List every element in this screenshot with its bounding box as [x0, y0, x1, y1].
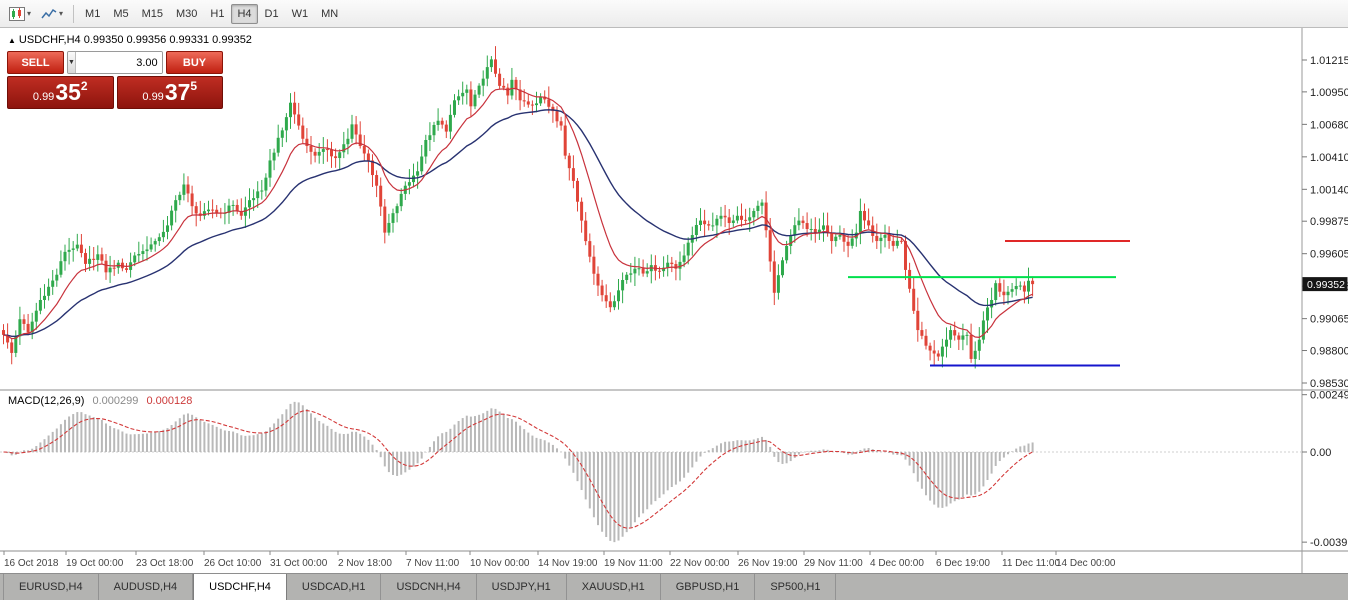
buy-price-sup: 5: [190, 78, 198, 93]
pane-separators: [0, 28, 1348, 573]
symbol-ohlc-text: USDCHF,H4 0.99350 0.99356 0.99331 0.9935…: [18, 34, 252, 46]
time-axis-label: 31 Oct 00:00: [270, 558, 328, 569]
chart-window-icon[interactable]: ▾: [4, 3, 36, 25]
chart-tab-audusd-h4[interactable]: AUDUSD,H4: [99, 574, 194, 600]
chart-tab-xauusd-h1[interactable]: XAUUSD,H1: [567, 574, 661, 600]
buy-price-big: 37: [164, 79, 191, 105]
time-axis-label: 14 Nov 19:00: [538, 558, 598, 569]
macd-axis-label: 0.002492: [1310, 390, 1348, 402]
time-axis-label: 29 Nov 11:00: [804, 558, 863, 569]
time-axis-label: 16 Oct 2018: [4, 558, 59, 569]
price-axis-label: 1.00950: [1310, 87, 1348, 99]
timeframe-button-w1[interactable]: W1: [286, 4, 315, 24]
sell-price-prefix: 0.99: [32, 90, 55, 103]
time-axis-label: 23 Oct 18:00: [136, 558, 194, 569]
mini-candles-icon: [9, 6, 25, 21]
time-axis[interactable]: 16 Oct 2018 19 Oct 00:00 23 Oct 18:00 26 Oc…: [3, 551, 1116, 569]
buy-price-display[interactable]: 0.99 37 5: [116, 76, 223, 109]
timeframe-button-m15[interactable]: M15: [136, 4, 169, 24]
price-axis-label: 0.98800: [1310, 346, 1348, 358]
chart-tab-gbpusd-h1[interactable]: GBPUSD,H1: [661, 574, 756, 600]
sell-price-display[interactable]: 0.99 35 2: [7, 76, 114, 109]
price-axis-label: 1.00410: [1310, 152, 1348, 164]
chart-tab-sp500-h1[interactable]: SP500,H1: [755, 574, 837, 600]
chevron-down-icon: ▾: [59, 9, 64, 18]
symbol-ohlc-label: ▲ USDCHF,H4 0.99350 0.99356 0.99331 0.99…: [8, 34, 252, 46]
time-axis-label: 4 Dec 00:00: [870, 558, 924, 569]
timeframe-button-m1[interactable]: M1: [79, 4, 106, 24]
timeframe-button-h4[interactable]: H4: [231, 3, 258, 24]
price-axis-label: 1.01215: [1310, 55, 1348, 67]
buy-price-prefix: 0.99: [142, 90, 164, 103]
macd-axis-label: 0.00: [1310, 447, 1331, 459]
price-axis-label: 0.99605: [1310, 249, 1348, 261]
macd-indicator-label: MACD(12,26,9) 0.000299 0.000128: [8, 395, 192, 407]
current-price-text: 0.99352: [1307, 279, 1345, 291]
macd-axis-label: -0.003919: [1310, 537, 1348, 549]
chart-tab-usdcad-h1[interactable]: USDCAD,H1: [287, 574, 382, 600]
toolbar-separator: [73, 4, 75, 23]
macd-signal-line: [3, 410, 1033, 529]
one-click-trading-panel: SELL ▼ ▲ BUY 0.99 35 2 0.99 37 5: [7, 51, 223, 109]
volume-decrease-button[interactable]: ▼: [68, 52, 76, 73]
sell-price-big: 35: [55, 79, 81, 105]
mini-line-chart-icon: [41, 8, 57, 18]
time-axis-label: 6 Dec 19:00: [936, 558, 990, 569]
chart-tab-bar: EURUSD,H4 AUDUSD,H4 USDCHF,H4 USDCAD,H1 USDC…: [0, 573, 1348, 600]
chevron-down-icon: ▾: [27, 9, 32, 18]
toolbar: ▾ ▾ M1 M5 M15 M30 H1 H4 D1 W1 MN: [0, 0, 1348, 28]
price-chart-canvas[interactable]: 1.01215 1.00950 1.00680 1.00410 1.00140 0.998…: [0, 28, 1348, 573]
time-axis-label: 19 Oct 00:00: [66, 558, 124, 569]
price-axis-label: 0.98530: [1310, 378, 1348, 390]
time-axis-label: 10 Nov 00:00: [470, 558, 530, 569]
macd-signal-value: 0.000128: [146, 395, 193, 407]
sell-price-sup: 2: [80, 78, 88, 93]
timeframe-button-m30[interactable]: M30: [170, 4, 203, 24]
chart-tab-eurusd-h4[interactable]: EURUSD,H4: [3, 574, 99, 600]
macd-main-value: 0.000299: [92, 395, 139, 407]
time-axis-label: 26 Oct 10:00: [204, 558, 262, 569]
macd-name: MACD(12,26,9): [8, 395, 85, 407]
time-axis-label: 19 Nov 11:00: [604, 558, 663, 569]
price-axis-label: 1.00140: [1310, 184, 1348, 196]
price-axis-label: 0.99065: [1310, 314, 1348, 326]
ma-fast-line: [3, 87, 1033, 340]
time-axis-label: 14 Dec 00:00: [1056, 558, 1116, 569]
chart-tab-usdchf-h4[interactable]: USDCHF,H4: [193, 574, 287, 600]
chart-style-icon[interactable]: ▾: [36, 3, 68, 25]
chart-tab-usdjpy-h1[interactable]: USDJPY,H1: [477, 574, 567, 600]
chart-area[interactable]: 1.01215 1.00950 1.00680 1.00410 1.00140 0.998…: [0, 28, 1348, 573]
price-axis-label: 1.00680: [1310, 119, 1348, 131]
current-price-badge: 0.99352: [1302, 277, 1348, 292]
buy-button[interactable]: BUY: [166, 51, 223, 74]
ma-slow-line: [3, 109, 1033, 337]
time-axis-label: 7 Nov 11:00: [406, 558, 460, 569]
macd-axis[interactable]: 0.002492 0.00 -0.003919: [1302, 390, 1348, 549]
candles: [2, 46, 1035, 369]
chart-tab-usdcnh-h4[interactable]: USDCNH,H4: [381, 574, 477, 600]
price-axis-label: 0.99875: [1310, 216, 1348, 228]
price-axis[interactable]: 1.01215 1.00950 1.00680 1.00410 1.00140 0.998…: [1302, 55, 1348, 390]
macd-histogram: [0, 401, 1302, 543]
timeframe-button-mn[interactable]: MN: [315, 4, 344, 24]
time-axis-label: 2 Nov 18:00: [338, 558, 392, 569]
time-axis-label: 22 Nov 00:00: [670, 558, 730, 569]
volume-input[interactable]: [75, 52, 162, 73]
timeframe-button-h1[interactable]: H1: [204, 4, 230, 24]
timeframe-group: M1 M5 M15 M30 H1 H4 D1 W1 MN: [79, 3, 344, 24]
time-axis-label: 11 Dec 11:00: [1002, 558, 1060, 569]
volume-stepper: ▼ ▲: [67, 51, 163, 74]
time-axis-label: 26 Nov 19:00: [738, 558, 798, 569]
up-triangle-icon: ▲: [8, 35, 16, 45]
timeframe-button-d1[interactable]: D1: [259, 4, 285, 24]
sell-button[interactable]: SELL: [7, 51, 64, 74]
timeframe-button-m5[interactable]: M5: [107, 4, 134, 24]
